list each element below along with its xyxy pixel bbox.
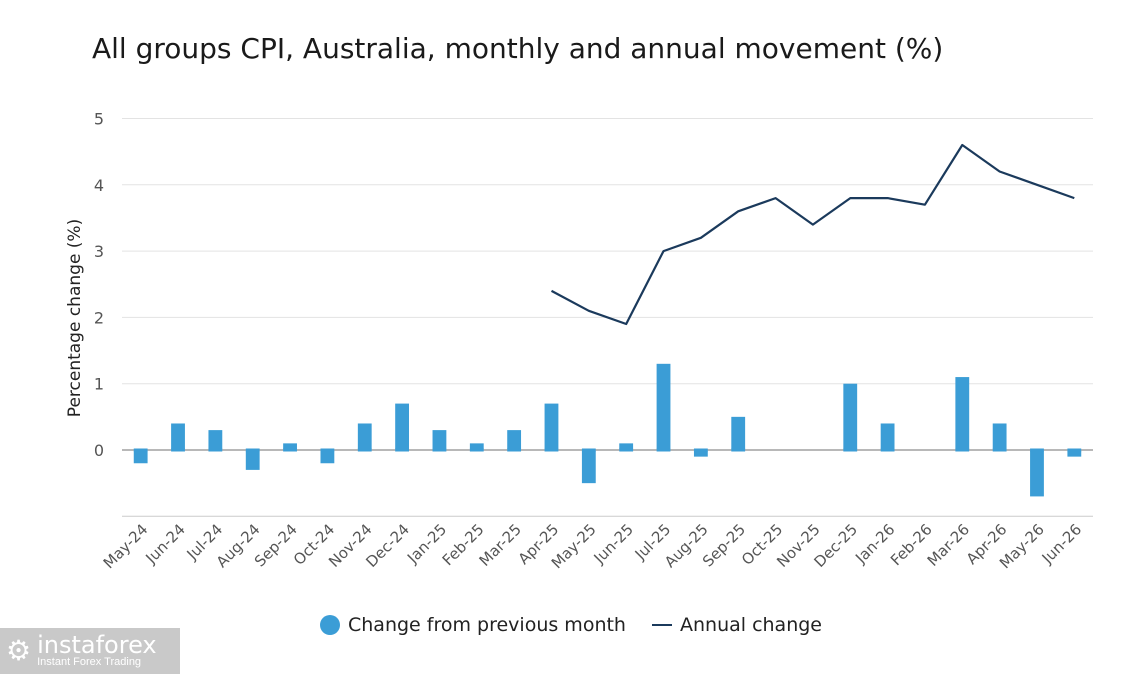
bar xyxy=(320,450,335,464)
y-tick-label: 4 xyxy=(94,176,104,195)
chart-title: All groups CPI, Australia, monthly and a… xyxy=(92,32,944,65)
x-tick-label: May-24 xyxy=(100,520,152,572)
bar xyxy=(955,377,970,450)
bar-base xyxy=(245,448,260,452)
legend-bar-swatch xyxy=(320,615,340,635)
x-tick-label: Sep-25 xyxy=(699,520,749,570)
bar-base xyxy=(208,448,223,452)
bar-base xyxy=(656,448,671,452)
watermark-tagline: Instant Forex Trading xyxy=(37,656,142,668)
bar-base xyxy=(357,448,372,452)
bar xyxy=(432,430,447,450)
annual-change-line xyxy=(550,143,1075,326)
bar-series xyxy=(133,363,1082,497)
gear-icon: ⚙ xyxy=(6,635,32,666)
bar xyxy=(731,416,746,450)
x-tick-label: Mar-26 xyxy=(924,520,973,569)
bar-base xyxy=(843,448,858,452)
bar-base xyxy=(619,448,634,452)
x-tick-label: Jun-24 xyxy=(142,520,189,567)
x-tick-label: Sep-24 xyxy=(251,520,301,570)
bar xyxy=(133,450,148,464)
bar xyxy=(171,423,185,450)
bar xyxy=(544,403,559,450)
bar-base xyxy=(955,448,970,452)
bar xyxy=(656,363,671,450)
bar xyxy=(357,423,372,450)
legend-item-annual[interactable]: Annual change xyxy=(651,614,822,636)
bar xyxy=(880,423,895,450)
bar xyxy=(469,443,484,450)
bar-base xyxy=(693,448,708,452)
bar xyxy=(208,430,223,450)
bar xyxy=(507,430,522,450)
watermark-brand: instaforex xyxy=(37,631,157,659)
bar-base xyxy=(469,448,484,452)
y-tick-label: 2 xyxy=(94,308,104,327)
bar xyxy=(1030,450,1044,497)
bar xyxy=(245,450,260,470)
legend-annual-label: Annual change xyxy=(679,614,822,636)
bar-base xyxy=(171,448,185,452)
y-tick-label: 0 xyxy=(94,441,104,460)
x-tick-label: Mar-25 xyxy=(476,520,525,569)
legend-item-monthly[interactable]: Change from previous month xyxy=(320,614,626,636)
bar xyxy=(619,443,634,450)
bar-base xyxy=(395,448,410,452)
bar-base xyxy=(992,448,1007,452)
bar xyxy=(283,443,297,450)
bar-base xyxy=(731,448,746,452)
bar-base xyxy=(544,448,559,452)
legend: Change from previous month Annual change xyxy=(320,614,822,636)
bar-base xyxy=(1067,448,1082,452)
bar xyxy=(992,423,1007,450)
bar-base xyxy=(581,448,596,452)
x-tick-label: Jun-25 xyxy=(590,520,637,567)
bar xyxy=(395,403,410,450)
bar xyxy=(581,450,596,484)
bar xyxy=(1067,450,1082,457)
bar-base xyxy=(283,448,297,452)
bar-base xyxy=(432,448,447,452)
y-axis-ticks: 0 1 2 3 4 5 xyxy=(94,110,104,461)
x-axis-ticks: May-24Jun-24Jul-24Aug-24Sep-24Oct-24Nov-… xyxy=(100,520,1085,572)
x-tick-label: Jun-26 xyxy=(1038,520,1085,567)
y-tick-label: 5 xyxy=(94,110,104,129)
legend-monthly-label: Change from previous month xyxy=(348,614,626,636)
y-tick-label: 3 xyxy=(94,242,104,261)
y-axis-label: Percentage change (%) xyxy=(65,219,85,417)
bar-base xyxy=(1030,448,1044,452)
bar-base xyxy=(507,448,522,452)
legend-line-swatch xyxy=(651,624,672,626)
bar-base xyxy=(320,448,335,452)
watermark-logo: ⚙ instaforex Instant Forex Trading xyxy=(0,628,180,674)
y-tick-label: 1 xyxy=(94,375,104,394)
bar-base xyxy=(880,448,895,452)
bar xyxy=(693,450,708,457)
line-series xyxy=(550,143,1075,326)
bar xyxy=(843,383,858,450)
zero-line xyxy=(122,448,1093,452)
bar-base xyxy=(133,448,148,452)
